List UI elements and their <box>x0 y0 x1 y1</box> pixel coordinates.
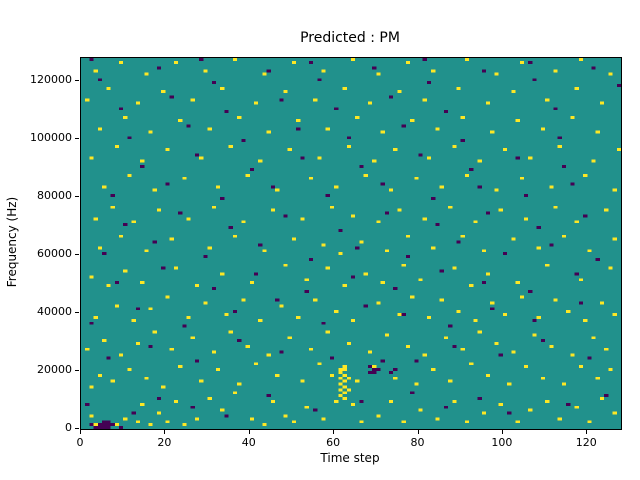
x-tick-label: 20 <box>157 436 172 449</box>
x-tick-label: 100 <box>491 436 513 449</box>
y-tick-mark <box>75 196 79 198</box>
x-tick-label: 40 <box>241 436 256 449</box>
x-tick-label: 120 <box>575 436 597 449</box>
y-tick-mark <box>75 254 79 256</box>
chart-title: Predicted : PM <box>300 30 400 46</box>
y-tick-label: 20000 <box>37 363 72 377</box>
y-tick-mark <box>75 428 79 429</box>
x-tick-mark <box>80 430 81 434</box>
y-tick-mark <box>75 312 79 314</box>
x-tick-label: 60 <box>326 436 341 449</box>
y-tick-label: 60000 <box>37 247 72 261</box>
y-tick-label: 100000 <box>30 131 72 145</box>
y-tick-mark <box>75 80 79 82</box>
y-axis-label: Frequency (Hz) <box>5 196 19 288</box>
x-tick-mark <box>417 430 419 434</box>
y-tick-mark <box>75 138 79 140</box>
x-tick-mark <box>164 430 166 434</box>
y-tick-label: 80000 <box>37 189 72 203</box>
heatmap-canvas <box>81 58 621 429</box>
x-tick-label: 80 <box>410 436 425 449</box>
y-tick-label: 40000 <box>37 305 72 319</box>
x-tick-mark <box>248 430 250 434</box>
y-tick-label: 0 <box>65 421 72 434</box>
x-tick-mark <box>501 430 503 434</box>
x-tick-mark <box>586 430 588 434</box>
y-tick-label: 120000 <box>30 73 72 87</box>
y-tick-mark <box>75 370 79 372</box>
x-tick-mark <box>333 430 335 434</box>
x-axis-label: Time step <box>320 451 380 465</box>
plot-area <box>80 57 622 430</box>
x-tick-label: 0 <box>76 436 84 449</box>
